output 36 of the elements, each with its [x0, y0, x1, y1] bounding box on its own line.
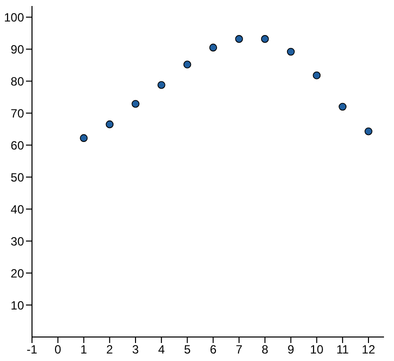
x-tick-label: 9 — [287, 342, 294, 357]
y-tick-label: 70 — [10, 106, 24, 120]
point — [158, 81, 166, 89]
y-tick-label: 50 — [10, 170, 24, 184]
point — [338, 102, 346, 111]
x-tick-label: -1 — [26, 342, 38, 357]
point — [132, 100, 140, 108]
y-tick-label: 40 — [10, 202, 24, 216]
y-tick-label: 30 — [10, 234, 24, 248]
point — [261, 35, 269, 43]
x-tick-label: 11 — [336, 342, 350, 357]
x-tick-label: 8 — [262, 342, 269, 357]
point — [286, 48, 295, 56]
x-tick-label: 7 — [236, 342, 243, 357]
x-tick-label: 10 — [310, 342, 324, 357]
x-tick-label: 2 — [106, 342, 114, 357]
y-tick-label: 60 — [10, 138, 24, 152]
x-tick-label: 12 — [362, 342, 376, 357]
y-tick-label: 90 — [10, 42, 24, 56]
point — [80, 134, 88, 142]
x-tick-label: 3 — [132, 342, 140, 357]
point — [235, 35, 243, 43]
x-tick-label: 5 — [184, 342, 191, 357]
x-tick-label: 1 — [80, 342, 88, 357]
point — [312, 72, 321, 80]
y-tick-label: 10 — [10, 298, 24, 312]
point — [209, 44, 218, 52]
x-tick-label: 4 — [158, 342, 166, 357]
y-tick-label: 20 — [10, 266, 24, 280]
y-tick-label: 80 — [10, 74, 24, 88]
x-tick-label: 0 — [54, 342, 62, 357]
x-tick-label: 6 — [210, 342, 217, 357]
point — [183, 60, 192, 68]
point — [106, 120, 114, 128]
point — [364, 127, 372, 136]
y-tick-label: 100 — [4, 10, 24, 24]
